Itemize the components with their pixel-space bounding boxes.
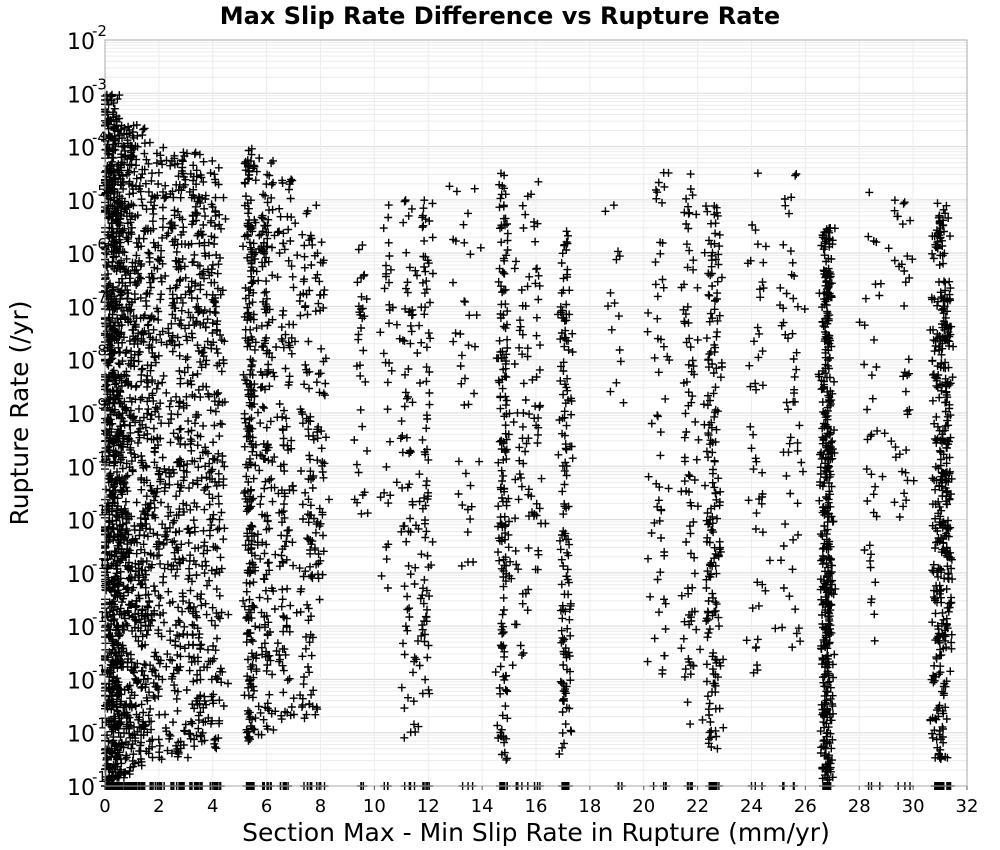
y-tick-base: 10	[67, 403, 95, 428]
y-tick-label: 10-8	[67, 342, 107, 375]
y-tick-base: 10	[67, 243, 95, 268]
y-tick-exponent: -7	[92, 288, 107, 306]
x-tick-label: 16	[525, 796, 548, 817]
y-tick-exponent: -12	[92, 555, 117, 573]
y-tick-exponent: -15	[92, 715, 117, 733]
y-tick-label: 10-14	[67, 661, 117, 694]
y-tick-exponent: -13	[92, 608, 117, 626]
y-tick-base: 10	[67, 510, 95, 535]
y-tick-label: 10-15	[67, 715, 117, 748]
y-tick-exponent: -4	[92, 129, 107, 147]
x-tick-label: 10	[363, 796, 386, 817]
y-tick-exponent: -10	[92, 448, 117, 466]
y-tick-exponent: -3	[92, 75, 107, 93]
y-tick-base: 10	[67, 456, 95, 481]
y-tick-label: 10-16	[67, 768, 117, 801]
x-tick-label: 28	[848, 796, 871, 817]
x-tick-label: 0	[99, 796, 110, 817]
y-tick-base: 10	[67, 137, 95, 162]
x-tick-label: 18	[578, 796, 601, 817]
y-tick-label: 10-11	[67, 502, 117, 535]
x-axis-label: Section Max - Min Slip Rate in Rupture (…	[242, 818, 830, 847]
y-tick-label: 10-6	[67, 235, 107, 268]
y-tick-base: 10	[67, 296, 95, 321]
y-tick-label: 10-10	[67, 448, 117, 481]
y-tick-exponent: -2	[92, 22, 107, 40]
x-tick-label: 14	[471, 796, 494, 817]
y-tick-label: 10-4	[67, 129, 107, 162]
y-tick-label: 10-2	[67, 22, 107, 55]
y-tick-base: 10	[67, 723, 95, 748]
x-tick-label: 12	[417, 796, 440, 817]
y-tick-base: 10	[67, 563, 95, 588]
x-tick-label: 22	[686, 796, 709, 817]
y-tick-label: 10-7	[67, 288, 107, 321]
y-tick-exponent: -9	[92, 395, 107, 413]
y-tick-exponent: -16	[92, 768, 117, 786]
y-tick-exponent: -5	[92, 182, 107, 200]
x-tick-label: 24	[740, 796, 763, 817]
x-tick-label: 6	[261, 796, 272, 817]
y-tick-label: 10-3	[67, 75, 107, 108]
y-tick-label: 10-12	[67, 555, 117, 588]
y-tick-exponent: -6	[92, 235, 107, 253]
y-tick-exponent: -11	[92, 502, 117, 520]
x-tick-label: 4	[207, 796, 218, 817]
y-tick-base: 10	[67, 776, 95, 801]
x-tick-labels: 0 2 4 6 8 10 12 14 16 18 20 22 24 26 28 30 32	[99, 786, 978, 817]
x-tick-label: 32	[956, 796, 979, 817]
y-tick-labels: 10-1610-1510-1410-1310-1210-1110-1010-91…	[67, 22, 117, 801]
y-tick-label: 10-9	[67, 395, 107, 428]
x-tick-label: 30	[902, 796, 925, 817]
x-tick-label: 20	[632, 796, 655, 817]
chart-title: Max Slip Rate Difference vs Rupture Rate	[220, 2, 780, 30]
y-tick-label: 10-5	[67, 182, 107, 215]
y-tick-base: 10	[67, 350, 95, 375]
x-tick-label: 2	[153, 796, 164, 817]
y-tick-base: 10	[67, 83, 95, 108]
y-tick-base: 10	[67, 616, 95, 641]
y-tick-base: 10	[67, 669, 95, 694]
y-tick-label: 10-13	[67, 608, 117, 641]
x-tick-label: 8	[315, 796, 326, 817]
y-tick-base: 10	[67, 30, 95, 55]
x-tick-label: 26	[794, 796, 817, 817]
y-tick-base: 10	[67, 190, 95, 215]
y-tick-exponent: -8	[92, 342, 107, 360]
y-axis-label: Rupture Rate (/yr)	[5, 301, 34, 526]
y-tick-exponent: -14	[92, 661, 117, 679]
